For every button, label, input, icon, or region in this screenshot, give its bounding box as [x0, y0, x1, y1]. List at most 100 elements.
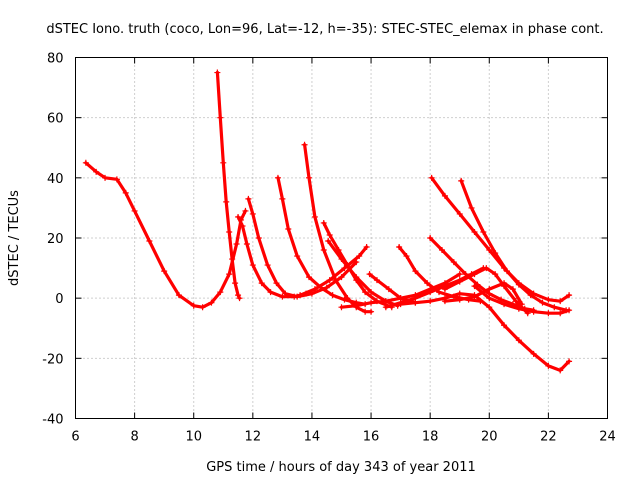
data-point-marker: [258, 280, 265, 287]
data-point-marker: [329, 292, 336, 299]
y-tick-label: 20: [47, 232, 64, 247]
data-point-marker: [427, 298, 434, 305]
data-point-marker: [249, 210, 256, 217]
data-point-marker: [243, 241, 250, 248]
data-series: [301, 141, 375, 315]
y-tick-label: 40: [47, 172, 64, 187]
y-axis-label: dSTEC / TECUs: [7, 190, 22, 286]
data-point-marker: [486, 304, 493, 311]
data-point-marker: [223, 198, 230, 205]
data-point-marker: [424, 280, 431, 287]
data-point-marker: [311, 286, 318, 293]
data-point-marker: [456, 278, 463, 285]
data-point-marker: [396, 244, 403, 251]
data-point-marker: [368, 289, 375, 296]
data-point-marker: [471, 293, 478, 300]
data-point-marker: [217, 114, 224, 121]
data-point-marker: [239, 222, 246, 229]
data-point-marker: [545, 310, 552, 317]
data-point-marker: [501, 322, 508, 329]
data-point-marker: [471, 271, 478, 278]
data-point-marker: [397, 301, 404, 308]
data-point-marker: [208, 299, 215, 306]
data-point-marker: [509, 286, 516, 293]
data-point-marker: [217, 289, 224, 296]
data-point-marker: [557, 310, 564, 317]
data-point-marker: [279, 293, 286, 300]
data-point-marker: [226, 271, 233, 278]
data-point-marker: [353, 302, 360, 309]
data-point-marker: [515, 305, 522, 312]
data-point-marker: [338, 256, 345, 263]
data-point-marker: [501, 280, 508, 287]
data-point-marker: [146, 238, 153, 245]
data-point-marker: [362, 308, 369, 315]
data-point-marker: [305, 174, 312, 181]
data-point-marker: [229, 256, 236, 263]
data-point-marker: [264, 262, 271, 269]
data-point-marker: [175, 292, 182, 299]
data-point-marker: [501, 301, 508, 308]
data-point-marker: [492, 250, 499, 257]
data-point-marker: [338, 274, 345, 281]
data-point-marker: [486, 295, 493, 302]
data-series: [471, 283, 573, 317]
data-point-marker: [320, 247, 327, 254]
data-point-marker: [341, 265, 348, 272]
data-point-marker: [366, 271, 373, 278]
data-point-marker: [486, 247, 493, 254]
data-point-marker: [236, 295, 243, 302]
data-point-marker: [267, 289, 274, 296]
series-trace: [215, 70, 242, 300]
data-point-marker: [199, 304, 206, 311]
tick-layer: 6 8 10 12 14 16 18 20 22 24 -40 -20 0 20 40 60 80: [42, 52, 616, 445]
data-point-marker: [385, 286, 392, 293]
data-point-marker: [305, 274, 312, 281]
data-point-marker: [518, 301, 525, 308]
data-point-marker: [539, 299, 546, 306]
data-point-marker: [492, 271, 499, 278]
data-point-marker: [412, 299, 419, 306]
data-point-marker: [102, 174, 109, 181]
data-point-marker: [471, 228, 478, 235]
data-point-marker: [274, 174, 281, 181]
x-tick-label: 22: [540, 430, 557, 445]
data-point-marker: [412, 268, 419, 275]
data-point-marker: [214, 69, 221, 76]
data-point-marker: [332, 277, 339, 284]
data-point-marker: [122, 189, 129, 196]
data-point-marker: [279, 195, 286, 202]
data-point-marker: [285, 225, 292, 232]
data-point-marker: [356, 253, 363, 260]
data-point-marker: [551, 304, 558, 311]
data-point-marker: [428, 174, 435, 181]
data-point-marker: [373, 277, 380, 284]
data-point-marker: [131, 207, 138, 214]
y-tick-label: -20: [42, 352, 63, 367]
data-point-marker: [235, 292, 242, 299]
x-tick-label: 10: [185, 430, 202, 445]
series-trace: [459, 179, 568, 312]
data-point-marker: [515, 337, 522, 344]
grid-layer: [75, 57, 608, 419]
x-tick-label: 12: [245, 430, 262, 445]
x-tick-label: 24: [599, 430, 616, 445]
data-point-marker: [530, 308, 537, 315]
data-point-marker: [233, 241, 240, 248]
x-tick-label: 16: [363, 430, 380, 445]
series-trace: [399, 292, 571, 372]
data-point-marker: [427, 289, 434, 296]
series-trace: [298, 245, 369, 297]
data-point-marker: [545, 362, 552, 369]
series-trace: [84, 161, 247, 309]
data-series: [214, 69, 243, 302]
data-point-marker: [232, 280, 239, 287]
data-point-marker: [297, 292, 304, 299]
data-point-marker: [504, 268, 511, 275]
data-point-marker: [382, 304, 389, 311]
data-series: [245, 195, 360, 300]
chart-title: dSTEC Iono. truth (coco, Lon=96, Lat=-12…: [46, 22, 603, 37]
data-point-marker: [438, 247, 445, 254]
data-point-marker: [235, 213, 242, 220]
